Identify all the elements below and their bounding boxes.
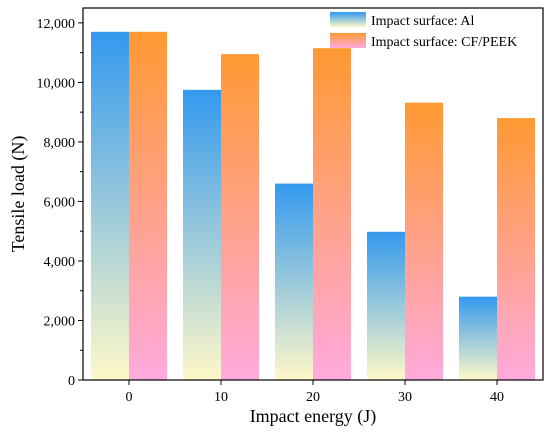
y-tick-label: 10,000 <box>37 76 76 91</box>
bar-series1-20 <box>275 183 313 380</box>
y-tick-label: 2,000 <box>44 314 76 329</box>
y-axis: 0 2,000 4,000 6,000 8,000 10,000 12,000 <box>37 17 83 389</box>
x-tick-label: 40 <box>490 390 504 405</box>
bar-series2-20 <box>313 48 351 381</box>
bar-series2-40 <box>497 118 535 380</box>
y-tick-label: 12,000 <box>37 17 76 32</box>
x-axis: 0 10 20 30 40 <box>126 380 504 405</box>
y-tick-label: 4,000 <box>44 255 76 270</box>
legend: Impact surface: Al Impact surface: CF/PEE… <box>330 12 517 50</box>
x-tick-label: 20 <box>306 390 320 405</box>
bar-series2-10 <box>221 54 259 381</box>
bar-series2-30 <box>405 102 443 380</box>
legend-label-series1: Impact surface: Al <box>371 14 475 29</box>
x-tick-label: 30 <box>398 390 412 405</box>
legend-swatch-series2 <box>330 33 366 48</box>
x-axis-label: Impact energy (J) <box>250 406 377 427</box>
bar-series1-10 <box>183 89 221 380</box>
bar-series1-40 <box>459 296 497 380</box>
legend-swatch-series1 <box>330 12 366 27</box>
y-tick-label: 6,000 <box>44 195 76 210</box>
x-tick-label: 0 <box>126 390 133 405</box>
bar-series1-30 <box>367 231 405 380</box>
x-tick-label: 10 <box>214 390 228 405</box>
y-tick-label: 8,000 <box>44 136 76 151</box>
legend-label-series2: Impact surface: CF/PEEK <box>371 35 517 50</box>
bars-layer <box>91 31 535 381</box>
bar-series2-0 <box>129 31 167 380</box>
y-axis-label: Tensile load (N) <box>8 136 29 253</box>
y-tick-label: 0 <box>68 374 75 389</box>
bar-series1-0 <box>91 31 129 380</box>
